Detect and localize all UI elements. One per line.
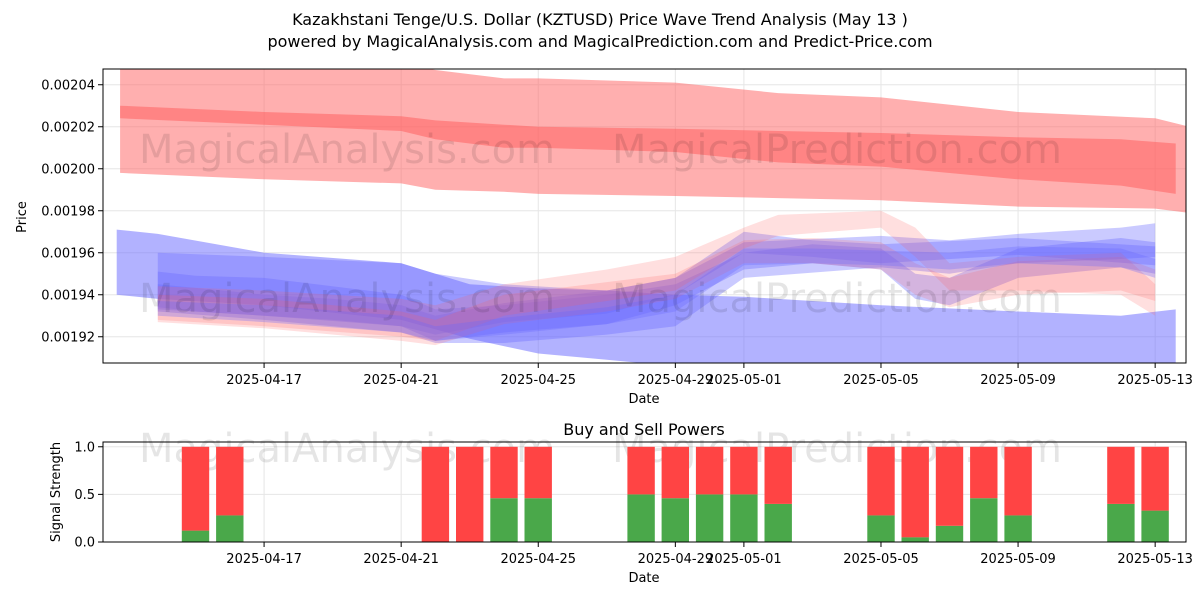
watermark-magical-analysis: MagicalAnalysis.com [139, 276, 555, 322]
buy-sell-title: Buy and Sell Powers [563, 420, 725, 439]
price-x-tick-label: 2025-04-29 [638, 373, 714, 388]
sell-bar [935, 446, 964, 526]
chart-title-line2: powered by MagicalAnalysis.com and Magic… [267, 32, 932, 51]
sell-bar [627, 446, 655, 495]
sell-bar [764, 446, 792, 504]
price-band-7 [157, 210, 1156, 341]
price-y-tick-label: 0.00198 [41, 204, 95, 219]
buy-sell-x-tick-label: 2025-05-13 [1117, 552, 1193, 567]
buy-sell-y-tick-label: 1.0 [74, 440, 95, 455]
buy-bar [970, 498, 998, 542]
sell-bar [1107, 446, 1135, 504]
price-x-tick-label: 2025-04-21 [363, 373, 439, 388]
sell-bar [970, 446, 998, 499]
price-y-tick-label: 0.00202 [41, 120, 95, 135]
buy-sell-y-tick-label: 0.5 [74, 488, 95, 503]
buy-sell-x-tick-label: 2025-04-17 [226, 552, 302, 567]
chart-title-line1: Kazakhstani Tenge/U.S. Dollar (KZTUSD) P… [292, 10, 908, 29]
sell-bar [730, 446, 758, 495]
price-band-2 [120, 105, 1176, 194]
buy-sell-x-axis-label: Date [628, 571, 659, 586]
price-y-tick-label: 0.00192 [41, 330, 95, 345]
price-wave-plot: MagicalAnalysis.com MagicalPrediction.co… [15, 68, 1193, 407]
price-band-5 [157, 238, 1156, 341]
price-band-3 [116, 229, 1176, 363]
sell-bar [695, 446, 724, 495]
buy-bar [935, 525, 964, 542]
buy-bar [490, 498, 518, 542]
watermark-magical-analysis: MagicalAnalysis.com [139, 127, 555, 173]
sell-bar [456, 446, 484, 542]
price-y-axis-label: Price [15, 201, 30, 233]
price-band-8 [157, 238, 1156, 346]
watermark-magical-prediction: MagicalPrediction.com [612, 276, 1062, 322]
buy-bar [216, 515, 244, 542]
sell-bar [490, 446, 518, 499]
price-x-tick-label: 2025-05-09 [980, 373, 1056, 388]
price-y-tick-label: 0.00204 [41, 78, 95, 93]
buy-sell-x-tick-label: 2025-05-01 [706, 552, 782, 567]
buy-sell-x-tick-label: 2025-05-05 [843, 552, 919, 567]
buy-bar [901, 537, 929, 542]
buy-bar [1004, 515, 1032, 542]
buy-sell-y-tick-label: 0.0 [74, 536, 95, 551]
price-x-axis: 2025-04-17 2025-04-21 2025-04-25 2025-04-29… [226, 363, 1193, 388]
sell-bar [661, 446, 689, 499]
buy-bar [1107, 503, 1135, 542]
buy-sell-y-axis-label: Signal Strength [49, 442, 64, 542]
buy-sell-bars [181, 446, 1169, 542]
buy-bar [1141, 510, 1169, 542]
buy-sell-y-axis: 0.0 0.5 1.0 [74, 440, 103, 551]
price-x-tick-label: 2025-04-17 [226, 373, 302, 388]
buy-bar [730, 494, 758, 542]
price-x-tick-label: 2025-04-25 [500, 373, 576, 388]
price-y-tick-label: 0.00194 [41, 288, 95, 303]
sell-bar [181, 446, 210, 531]
sell-bar [1004, 446, 1032, 516]
sell-bar [216, 446, 244, 516]
buy-sell-x-axis: 2025-04-17 2025-04-21 2025-04-25 2025-04-29… [226, 542, 1193, 567]
price-bands [116, 69, 1186, 363]
buy-sell-plot: Buy and Sell Powers MagicalAnalysis.com … [49, 420, 1193, 586]
buy-sell-x-tick-label: 2025-04-29 [638, 552, 714, 567]
buy-bar [695, 494, 724, 542]
sell-bar [1141, 446, 1169, 511]
price-plot-watermark: MagicalAnalysis.com MagicalPrediction.co… [139, 127, 1062, 322]
price-y-axis: 0.00192 0.00194 0.00196 0.00198 0.00200 0.002… [41, 78, 103, 345]
price-band-6 [157, 231, 1156, 335]
buy-bar [764, 503, 792, 542]
buy-bar [181, 530, 210, 542]
price-plot-frame [102, 68, 1187, 364]
buy-sell-x-tick-label: 2025-04-21 [363, 552, 439, 567]
buy-bar [524, 498, 552, 542]
price-band-9 [157, 246, 1156, 341]
price-y-tick-label: 0.00196 [41, 246, 95, 261]
buy-bar [627, 494, 655, 542]
buy-bar [661, 498, 689, 542]
price-y-tick-label: 0.00200 [41, 162, 95, 177]
sell-bar [421, 446, 450, 542]
sell-bar [867, 446, 895, 516]
buy-bar [867, 515, 895, 542]
price-x-tick-label: 2025-05-01 [706, 373, 782, 388]
buy-sell-plot-frame [102, 441, 1187, 543]
price-x-axis-label: Date [628, 392, 659, 407]
sell-bar [524, 446, 552, 499]
watermark-magical-prediction: MagicalPrediction.com [612, 127, 1062, 173]
sell-bar [901, 446, 929, 538]
buy-sell-x-tick-label: 2025-04-25 [500, 552, 576, 567]
price-x-tick-label: 2025-05-05 [843, 373, 919, 388]
price-band-4 [157, 223, 1156, 343]
buy-sell-x-tick-label: 2025-05-09 [980, 552, 1056, 567]
price-x-tick-label: 2025-05-13 [1117, 373, 1193, 388]
